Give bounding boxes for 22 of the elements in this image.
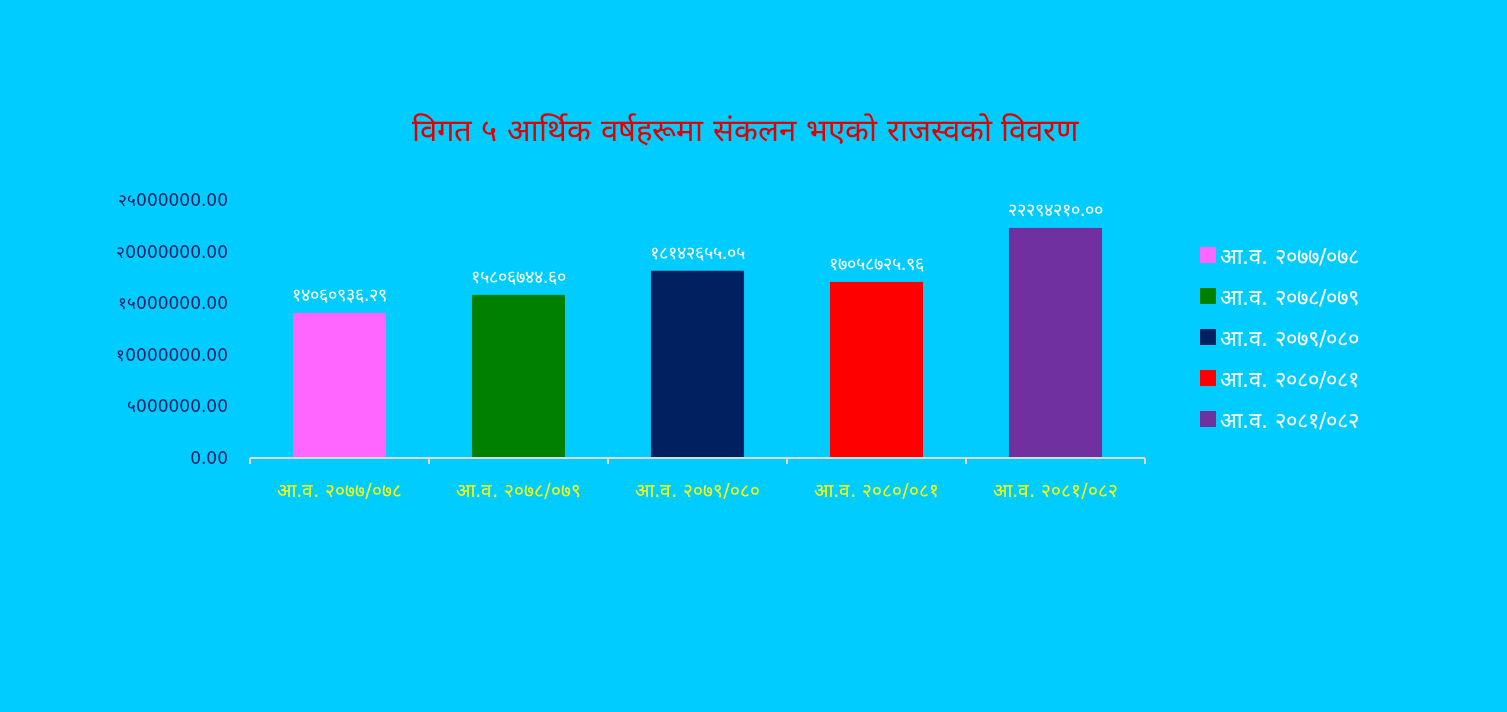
legend-label: आ.व. २०७८/०७९: [1220, 285, 1360, 310]
legend-label: आ.व. २०७७/०७८: [1220, 244, 1360, 269]
legend-label: आ.व. २०८१/०८२: [1220, 408, 1360, 433]
data-label: १८१४२६५५.०५: [649, 241, 746, 263]
data-label: १५८०६७४४.६०: [470, 265, 567, 287]
x-tick-label: आ.व. २०७७/०७८: [277, 479, 402, 501]
x-tick-label: आ.व. २०७८/०७९: [456, 479, 581, 501]
x-tick-label: आ.व. २०७९/०८०: [635, 479, 760, 501]
legend-label: आ.व. २०८०/०८१: [1220, 367, 1360, 392]
data-label: १४०६०९३६.२९: [291, 283, 388, 305]
chart-title: विगत ५ आर्थिक वर्षहरूमा संकलन भएको राजस्वको विवरण: [411, 112, 1080, 148]
data-label: २२२९४२१०.००: [1007, 198, 1104, 220]
y-tick-label: 0.00: [190, 448, 228, 468]
y-tick-label: १५000000.00: [118, 293, 228, 314]
data-label: १७०५८७२५.९६: [828, 252, 925, 274]
x-tick-label: आ.व. २०८१/०८२: [993, 479, 1118, 501]
y-tick-label: २५000000.00: [118, 190, 228, 210]
legend-label: आ.व. २०७९/०८०: [1220, 326, 1360, 351]
y-tick-label: ५000000.00: [127, 396, 228, 417]
x-tick-label: आ.व. २०८०/०८१: [814, 479, 939, 501]
y-tick-label: १0000000.00: [116, 344, 228, 365]
y-tick-label: २0000000.00: [116, 241, 228, 262]
